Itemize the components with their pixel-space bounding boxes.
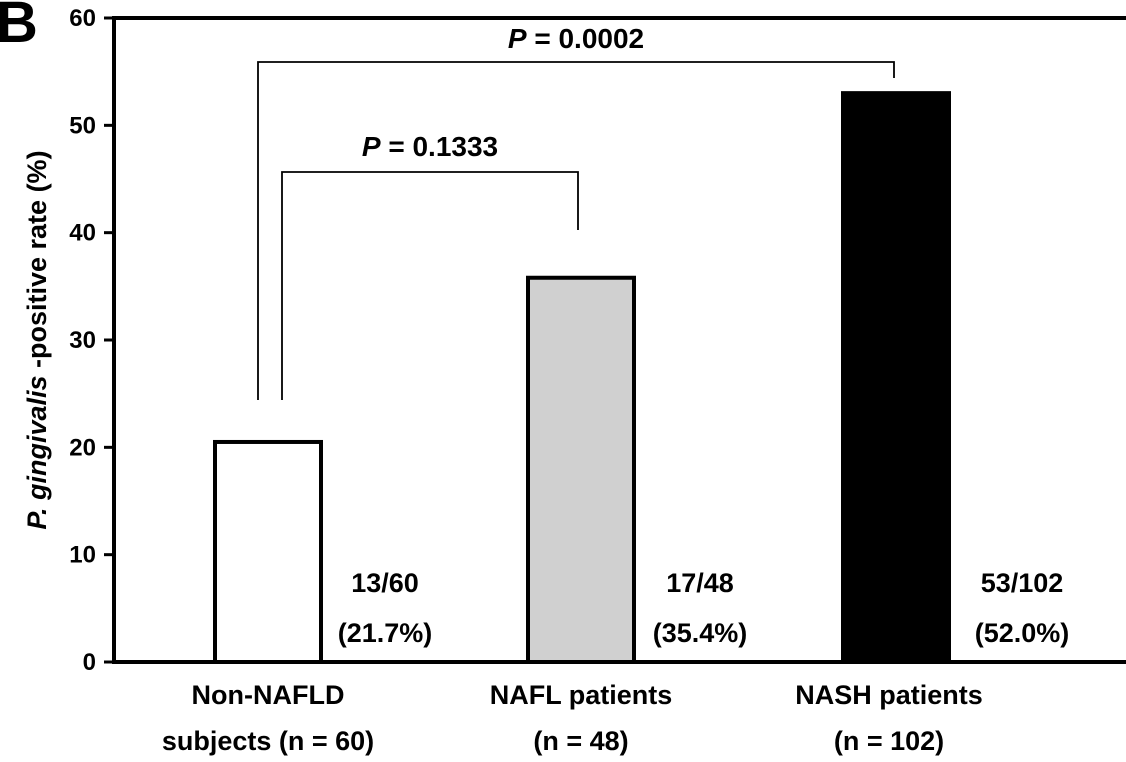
y-tick-label: 40 (69, 220, 96, 247)
category-label-line2: (n = 102) (834, 726, 944, 756)
category-label-line1: NAFL patients (490, 680, 673, 710)
bar-percent-label: (35.4%) (653, 618, 748, 648)
p-symbol: P (508, 23, 527, 54)
bar-labels: 13/60 (21.7%) 17/48 (35.4%) 53/102 (52.0%) (338, 568, 1070, 648)
y-tick-label: 60 (69, 5, 96, 32)
bars (213, 91, 951, 665)
significance-bracket (281, 171, 579, 400)
significance-bracket (257, 61, 895, 400)
bar-percent-label: (21.7%) (338, 618, 433, 648)
bar-percent-label: (52.0%) (975, 618, 1070, 648)
panel-label: B (0, 0, 38, 55)
category-labels: Non-NAFLD subjects (n = 60) NAFL patients (… (162, 680, 983, 756)
y-ticks: 0 10 20 30 40 50 60 (69, 5, 114, 676)
y-tick-label: 50 (69, 112, 96, 139)
bar-count-label: 17/48 (666, 568, 734, 598)
category-label-line2: subjects (n = 60) (162, 726, 374, 756)
y-axis-label: P. gingivalis -positive rate (%) (22, 150, 52, 529)
y-axis-label-rest: -positive rate (%) (22, 150, 52, 375)
y-tick-label: 20 (69, 434, 96, 461)
y-axis-label-italic: P. gingivalis (22, 375, 52, 529)
p-symbol: P (362, 131, 381, 162)
y-tick-label: 0 (83, 649, 96, 676)
bar-count-label: 13/60 (351, 568, 419, 598)
category-label-line1: Non-NAFLD (192, 680, 345, 710)
category-label-line2: (n = 48) (533, 726, 628, 756)
p-value: = 0.1333 (381, 131, 499, 162)
y-tick-label: 10 (69, 542, 96, 569)
p-value-label: P = 0.0002 (508, 23, 644, 54)
bar (213, 439, 323, 665)
bar-count-label: 53/102 (981, 568, 1064, 598)
category-label-line1: NASH patients (795, 680, 983, 710)
p-value: = 0.0002 (527, 23, 645, 54)
p-value-label: P = 0.1333 (362, 131, 498, 162)
bar (526, 275, 636, 664)
y-tick-label: 30 (69, 327, 96, 354)
bar (841, 91, 951, 664)
